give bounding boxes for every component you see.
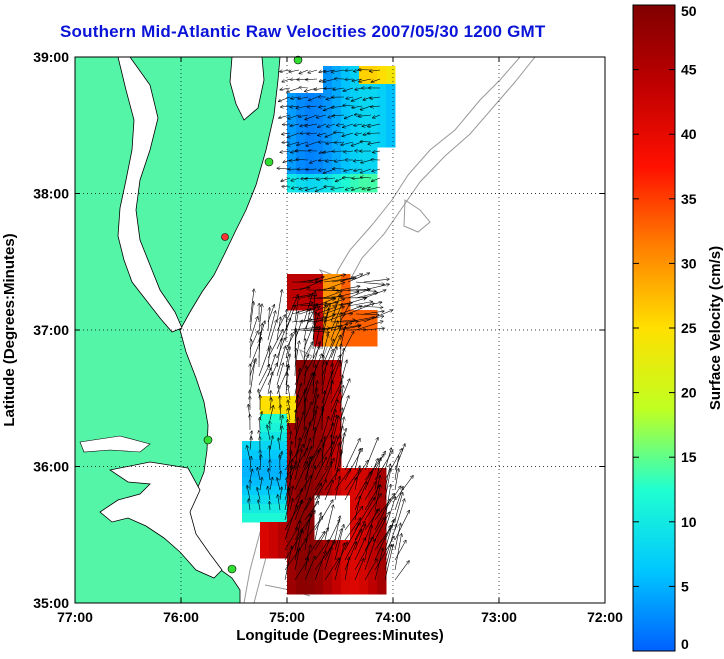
colorbar-tick-label: 25 (681, 320, 697, 336)
y-tick-label: 39:00 (33, 49, 69, 65)
colorbar-tick-label: 35 (681, 191, 697, 207)
colorbar (632, 4, 676, 652)
radar-site-marker (227, 564, 237, 574)
y-axis-ticks: 39:00 38:00 37:00 36:00 35:00 (33, 49, 605, 611)
colorbar-tick-label: 5 (681, 578, 689, 594)
colorbar-tick-label: 45 (681, 62, 697, 78)
colorbar-tick-label: 40 (681, 126, 697, 142)
x-tick-label: 73:00 (481, 609, 517, 625)
x-tick-label: 74:00 (375, 609, 411, 625)
y-tick-label: 38:00 (33, 186, 69, 202)
map-title: Southern Mid-Atlantic Raw Velocities 200… (60, 22, 546, 41)
colorbar-tick-label: 20 (681, 385, 697, 401)
radar-sites (203, 55, 303, 574)
y-tick-label: 35:00 (33, 595, 69, 611)
delaware-bay (229, 57, 265, 121)
y-tick-label: 36:00 (33, 459, 69, 475)
x-tick-label: 75:00 (269, 609, 305, 625)
colorbar-tick-label: 15 (681, 449, 697, 465)
velocity-vectors (247, 70, 413, 581)
colorbar-tick-label: 30 (681, 255, 697, 271)
x-tick-label: 76:00 (163, 609, 199, 625)
gridlines (75, 57, 605, 603)
radar-site-marker (264, 157, 274, 167)
y-axis-label: Latitude (Degrees:Minutes) (1, 233, 18, 426)
colorbar-tick-label: 50 (681, 3, 697, 19)
radar-site-marker-active (221, 233, 229, 241)
colorbar-tick-label: 10 (681, 514, 697, 530)
x-axis-label: Longitude (Degrees:Minutes) (236, 627, 444, 644)
x-tick-label: 77:00 (57, 609, 93, 625)
x-axis-ticks: 77:00 76:00 75:00 74:00 73:00 72:00 (57, 57, 623, 625)
y-tick-label: 37:00 (33, 322, 69, 338)
radar-site-marker (293, 55, 303, 65)
colorbar-label: Surface Velocity (cm/s) (707, 246, 724, 410)
colorbar-tick-label: 0 (681, 636, 689, 652)
sound-inlet (79, 435, 151, 453)
x-tick-label: 72:00 (587, 609, 623, 625)
chesapeake-bay (117, 57, 183, 333)
radar-site-marker (203, 435, 213, 445)
pamlico-sound (99, 461, 223, 579)
colorbar-ticks: 0 5 10 15 20 25 30 35 40 45 50 (633, 3, 697, 652)
